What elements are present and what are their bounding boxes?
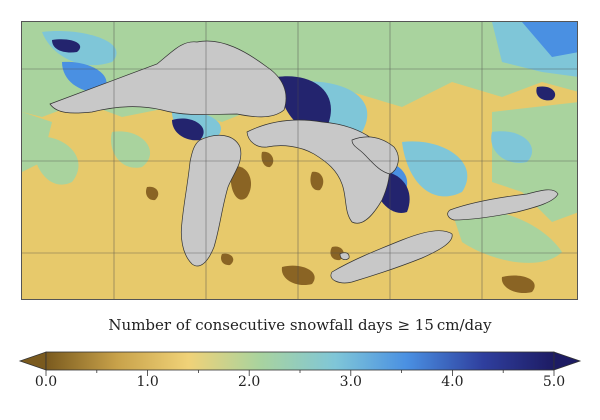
lake-superior <box>49 40 287 118</box>
colorbar-tick-label: 4.0 <box>441 374 464 390</box>
colorbar-extend-left-arrow <box>18 351 47 371</box>
colorbar-tick-label: 2.0 <box>238 374 261 390</box>
lake-michigan <box>180 134 242 267</box>
colorbar-tick-label: 5.0 <box>542 374 566 390</box>
lake-ontario <box>447 189 559 221</box>
lake-st-clair <box>339 252 350 260</box>
colorbar-tick-label: 0.0 <box>34 374 58 390</box>
colorbar-extend-right-arrow <box>553 351 582 371</box>
colorbar-tick-label: 1.0 <box>136 374 159 390</box>
colorbar-ticks <box>45 370 555 376</box>
colorbar <box>18 351 582 376</box>
lake-erie <box>330 230 453 284</box>
colorbar-gradient <box>45 351 555 371</box>
colorbar-tick-label: 3.0 <box>339 374 362 390</box>
colorbar-title: Number of consecutive snowfall days ≥ 15… <box>108 316 492 334</box>
map-canvas <box>22 22 577 299</box>
great-lakes <box>49 40 559 284</box>
lake-huron <box>246 119 390 224</box>
graticule <box>22 22 577 299</box>
snowfall-map <box>21 21 578 300</box>
